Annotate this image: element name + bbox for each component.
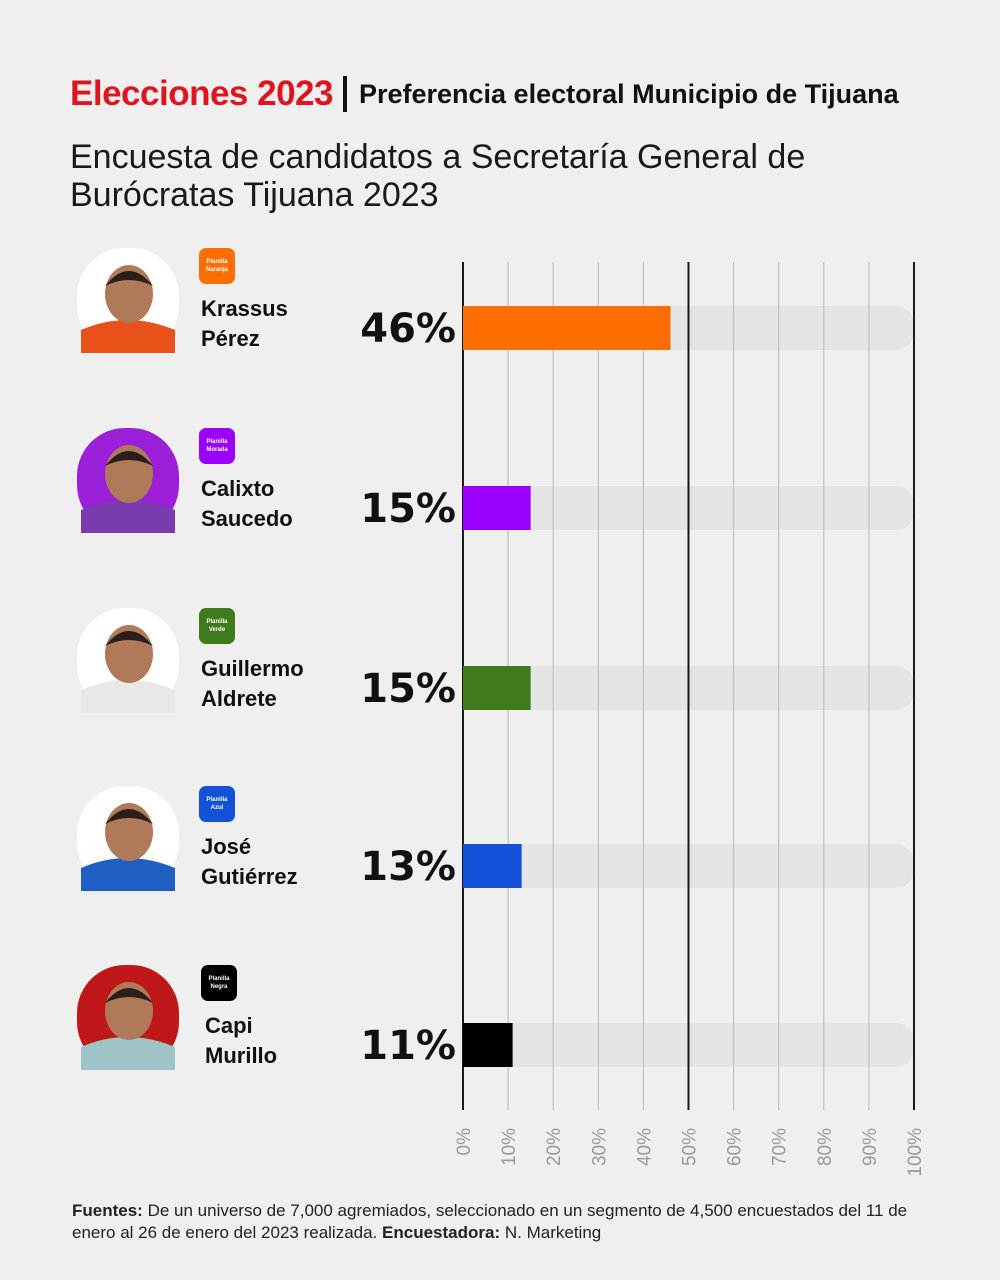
badge-text: Planilla — [208, 976, 230, 982]
badge — [199, 428, 235, 464]
candidate-name: José — [201, 834, 251, 859]
x-tick-label: 50% — [680, 1128, 701, 1166]
badge-text: Planilla — [206, 259, 228, 265]
badge — [199, 248, 235, 284]
photo-hair — [105, 271, 153, 286]
x-tick-label: 0% — [454, 1128, 475, 1156]
candidate-name: Guillermo — [201, 656, 304, 681]
bar-chart: 0% 10% 20% 30% 40% 50% 60% 70% 80% 90% 100% 46% Plan… — [77, 248, 926, 1177]
sources-text: De un universo de 7,000 agremiados, sele… — [72, 1201, 908, 1242]
brand-title: Elecciones 2023 — [70, 74, 333, 113]
value-label: 11% — [360, 1023, 456, 1069]
pollster-label: Encuestadora: — [382, 1223, 501, 1242]
x-tick-label: 10% — [499, 1128, 520, 1166]
badge-text: Azul — [211, 805, 224, 811]
x-tick-label: 30% — [589, 1128, 610, 1166]
bar — [463, 1023, 513, 1067]
candidate-name: Pérez — [201, 326, 260, 351]
value-label: 15% — [360, 486, 456, 532]
candidate-name: Capi — [205, 1013, 253, 1038]
candidate-name: Aldrete — [201, 686, 277, 711]
header: Elecciones 2023 Preferencia electoral Mu… — [70, 72, 899, 116]
photo-shirt — [81, 858, 175, 891]
header-separator — [342, 76, 347, 112]
badge-text: Naranja — [206, 267, 229, 273]
photo-hair — [105, 631, 153, 646]
photo-shirt — [81, 680, 175, 713]
candidate-name: Saucedo — [201, 506, 293, 531]
x-tick-label: 70% — [770, 1128, 791, 1166]
candidate-name: Krassus — [201, 296, 288, 321]
header-subtitle: Preferencia electoral Municipio de Tijua… — [358, 78, 899, 109]
footer-note: Fuentes: De un universo de 7,000 agremia… — [72, 1200, 942, 1244]
value-label: 15% — [360, 666, 456, 712]
bar — [463, 486, 531, 530]
badge — [199, 786, 235, 822]
candidate-name: Calixto — [201, 476, 274, 501]
badge-text: Verde — [209, 627, 226, 633]
badge-text: Morada — [206, 447, 228, 453]
bar — [463, 306, 671, 350]
photo-shirt — [81, 320, 175, 353]
x-tick-label: 100% — [905, 1128, 926, 1177]
bar — [463, 666, 531, 710]
badge-text: Planilla — [206, 797, 228, 803]
x-tick-label: 20% — [544, 1128, 565, 1166]
x-tick-label: 40% — [634, 1128, 655, 1166]
x-tick-label: 90% — [860, 1128, 881, 1166]
badge — [201, 965, 237, 1001]
photo-shirt — [81, 500, 175, 533]
x-tick-label: 60% — [725, 1128, 746, 1166]
x-tick-label: 80% — [815, 1128, 836, 1166]
value-label: 13% — [360, 844, 456, 890]
badge — [199, 608, 235, 644]
sources-label: Fuentes: — [72, 1201, 143, 1220]
photo-hair — [105, 451, 153, 466]
badge-text: Negra — [210, 984, 228, 990]
badge-text: Planilla — [206, 439, 228, 445]
photo-hair — [105, 809, 153, 824]
bar — [463, 844, 522, 888]
candidate-name: Murillo — [205, 1043, 277, 1068]
photo-shirt — [81, 1037, 175, 1070]
value-label: 46% — [360, 306, 456, 352]
photo-hair — [105, 988, 153, 1003]
badge-text: Planilla — [206, 619, 228, 625]
pollster-text: N. Marketing — [504, 1223, 602, 1242]
chart-title: Encuesta de candidatos a Secretaría Gene… — [70, 138, 806, 214]
candidate-name: Gutiérrez — [201, 864, 298, 889]
